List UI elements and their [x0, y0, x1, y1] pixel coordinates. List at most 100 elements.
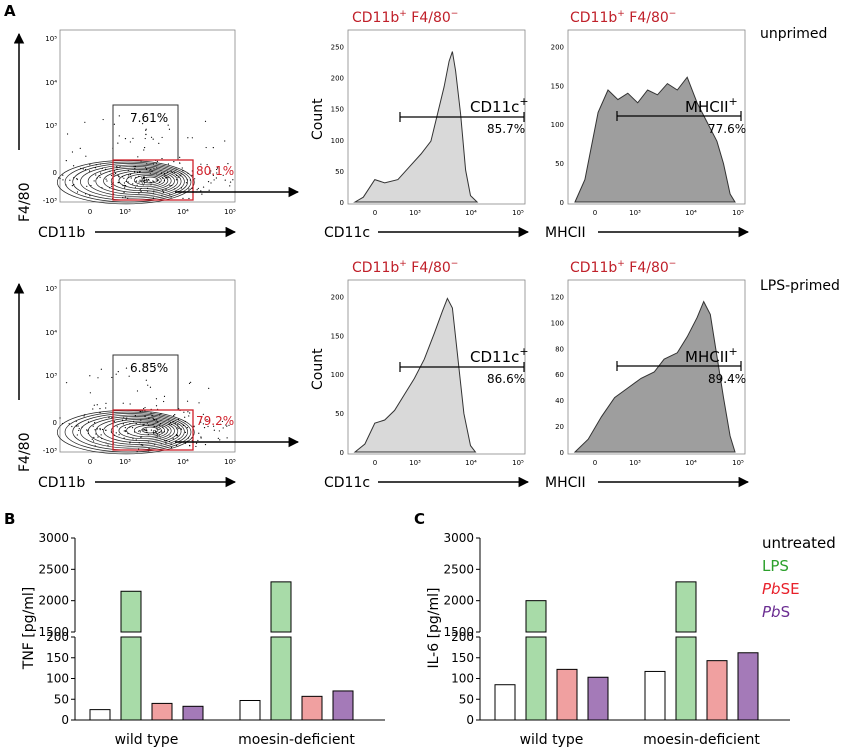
event-dot	[153, 190, 154, 191]
hist-y-tick: 0	[560, 199, 564, 207]
event-dot	[198, 188, 199, 189]
event-dot	[163, 192, 164, 193]
event-dot	[141, 429, 142, 430]
event-dot	[129, 426, 130, 427]
event-dot	[129, 376, 130, 377]
event-dot	[173, 438, 174, 439]
event-dot	[124, 187, 125, 188]
event-dot	[140, 161, 141, 162]
event-dot	[156, 163, 157, 164]
event-dot	[143, 429, 144, 430]
y-tick-label: 100	[451, 672, 474, 686]
event-dot	[157, 434, 158, 435]
y-tick-label: 1500	[38, 625, 69, 639]
hist-y-tick: 150	[331, 106, 344, 114]
hist-y-tick: 0	[340, 449, 344, 457]
event-dot	[140, 422, 141, 423]
contour-ring	[73, 164, 188, 201]
event-dot	[182, 167, 183, 168]
event-dot	[230, 181, 231, 182]
chart-tnf: 0501001502001500200025003000TNF [pg/ml]w…	[21, 531, 385, 748]
row-lps-primed: 6.85% 79.2% F4/80 CD11b -10³010³10⁴10⁵ 0…	[17, 259, 748, 491]
event-dot	[118, 371, 119, 372]
event-dot	[81, 427, 82, 428]
event-dot	[97, 436, 98, 437]
event-dot	[229, 185, 230, 186]
dot-y-ticks: -10³ 0 10³ 10⁴ 10⁵	[43, 285, 57, 455]
event-dot	[84, 414, 85, 415]
event-dot	[152, 424, 153, 425]
event-dot	[95, 433, 96, 434]
event-dot	[109, 171, 110, 172]
category-label: moesin-deficient	[238, 732, 355, 748]
event-dot	[205, 121, 206, 122]
event-dot	[88, 433, 89, 434]
event-dot	[214, 430, 215, 431]
event-dot	[170, 435, 171, 436]
event-dot	[175, 423, 176, 424]
event-dot	[162, 137, 163, 138]
event-dot	[140, 191, 141, 192]
y-axis-label: Count	[310, 348, 326, 390]
event-dot	[146, 180, 147, 181]
hist-curve	[355, 298, 475, 452]
event-dot	[159, 425, 160, 426]
hist-y-tick: 0	[560, 449, 564, 457]
event-dot	[177, 177, 178, 178]
event-dot	[200, 436, 201, 437]
dot-x-tick: 10⁵	[224, 208, 236, 216]
event-dot	[125, 196, 126, 197]
hist-curve	[575, 77, 735, 202]
event-dot	[147, 191, 148, 192]
event-dot	[160, 423, 161, 424]
dot-y-tick: 10³	[45, 122, 57, 130]
event-dot	[140, 411, 141, 412]
event-dot	[102, 429, 103, 430]
event-dot	[114, 435, 115, 436]
event-dot	[192, 137, 193, 138]
event-dot	[143, 180, 144, 181]
event-dot	[165, 189, 166, 190]
event-dot	[69, 180, 70, 181]
event-dot	[196, 443, 197, 444]
event-dot	[135, 166, 136, 167]
event-dot	[86, 186, 87, 187]
bar-lower-part	[676, 637, 696, 720]
event-dot	[113, 174, 114, 175]
event-dot	[100, 163, 101, 164]
bar	[645, 671, 665, 720]
event-dot	[157, 421, 158, 422]
event-dot	[89, 170, 90, 171]
event-dot	[114, 124, 115, 125]
event-dot	[197, 189, 198, 190]
event-dot	[214, 179, 215, 180]
y-axis-label: F4/80	[17, 433, 33, 473]
hist-x-ticks: 0 10³ 10⁴ 10⁵	[373, 209, 524, 217]
event-dot	[86, 429, 87, 430]
event-dot	[109, 187, 110, 188]
dot-y-tick: 10⁴	[45, 79, 57, 87]
event-dot	[83, 168, 84, 169]
event-dot	[122, 185, 123, 186]
event-dot	[133, 421, 134, 422]
event-dot	[89, 195, 90, 196]
event-dot	[105, 169, 106, 170]
hist-y-tick: 200	[331, 293, 344, 301]
event-dot	[115, 173, 116, 174]
event-dot	[73, 165, 74, 166]
event-dot	[99, 428, 100, 429]
x-axis-label: MHCII	[545, 475, 586, 491]
event-dot	[99, 408, 100, 409]
event-dot	[108, 417, 109, 418]
event-dot	[153, 198, 154, 199]
event-dot	[187, 427, 188, 428]
event-dot	[161, 432, 162, 433]
event-dot	[130, 403, 131, 404]
event-dot	[146, 380, 147, 381]
x-axis-label: CD11c	[324, 225, 370, 241]
event-dot	[138, 176, 139, 177]
event-dot	[146, 179, 147, 180]
y-axis-label: TNF [pg/ml]	[21, 587, 37, 670]
event-dot	[219, 430, 220, 431]
x-axis-label: MHCII	[545, 225, 586, 241]
